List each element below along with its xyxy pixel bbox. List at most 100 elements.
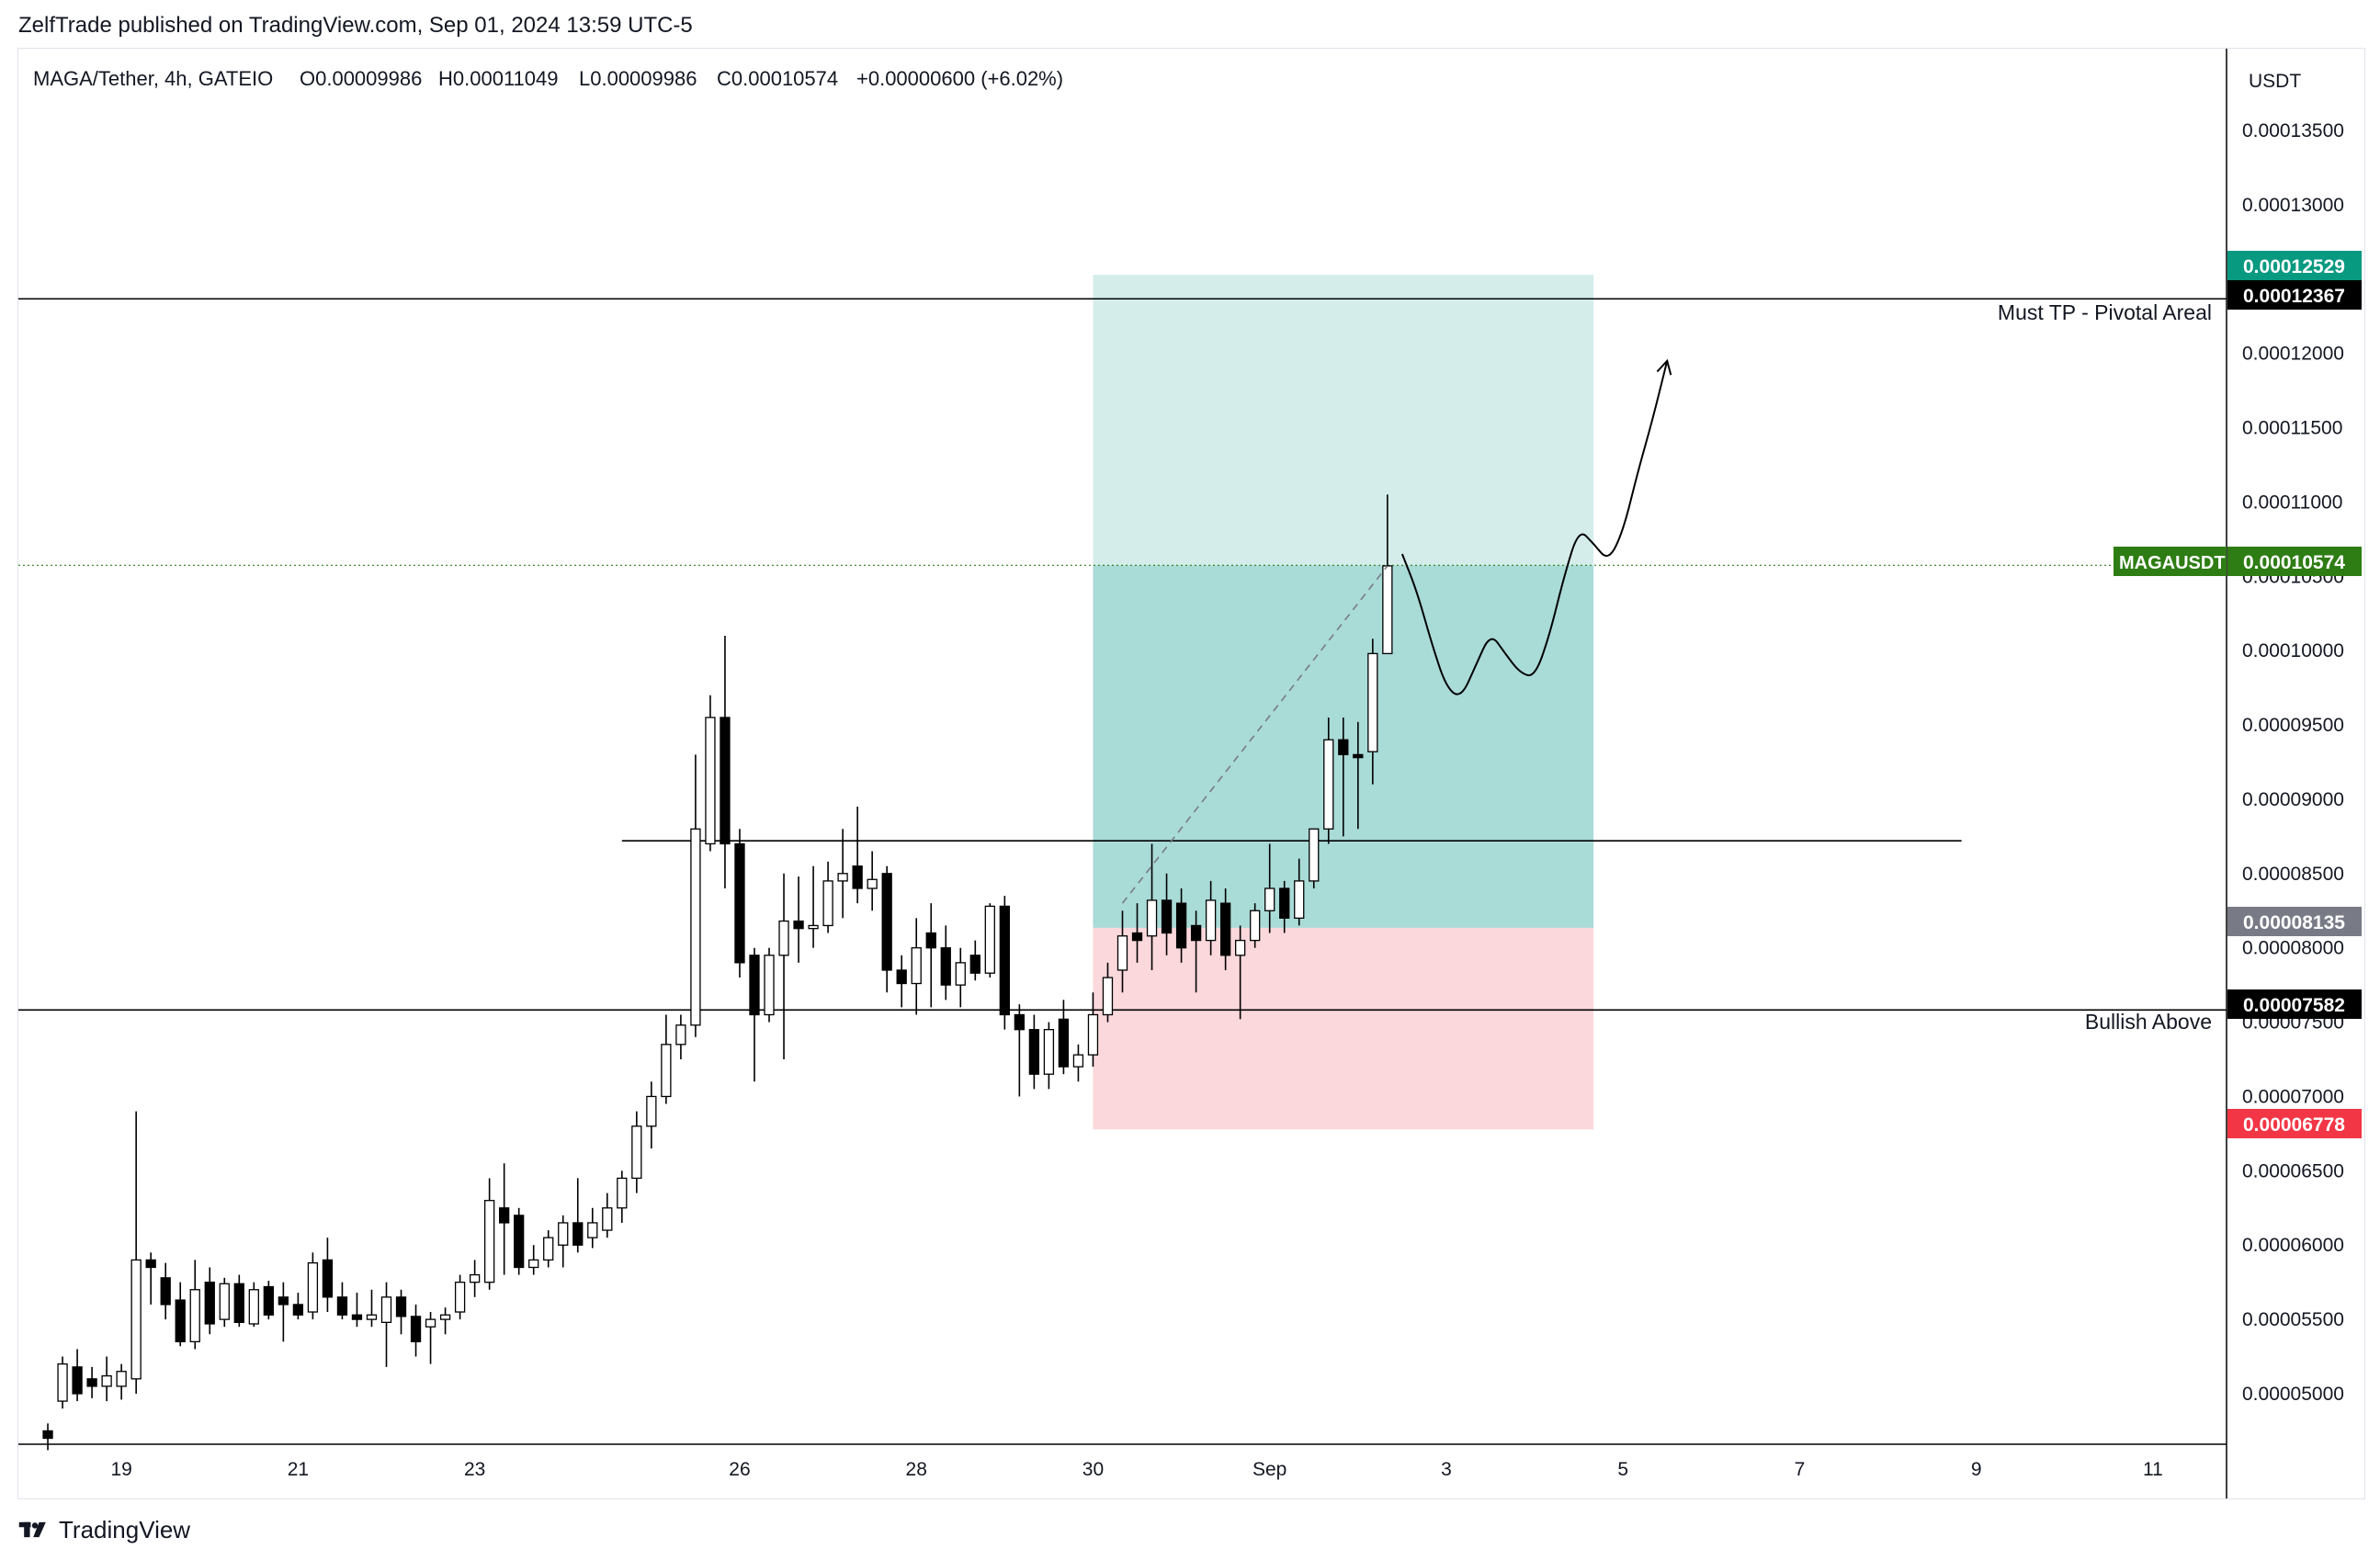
candle-body-26[interactable]	[425, 1318, 436, 1328]
candle-body-72[interactable]	[1102, 977, 1114, 1016]
loss-zone[interactable]	[1093, 927, 1594, 1130]
candle-body-61[interactable]	[940, 947, 951, 986]
candle-body-37[interactable]	[587, 1222, 598, 1238]
candle-body-50[interactable]	[778, 920, 789, 956]
legend-symbol: MAGA/Tether, 4h, GATEIO	[33, 67, 273, 90]
candle-body-79[interactable]	[1205, 899, 1217, 942]
candle-body-77[interactable]	[1175, 902, 1187, 949]
candle-body-21[interactable]	[351, 1314, 363, 1320]
candle-body-24[interactable]	[395, 1296, 407, 1317]
candle-body-68[interactable]	[1043, 1029, 1055, 1075]
candle-body-1[interactable]	[57, 1362, 68, 1402]
candle-body-12[interactable]	[219, 1283, 230, 1320]
candle-body-87[interactable]	[1323, 739, 1334, 830]
candle-body-56[interactable]	[867, 878, 878, 889]
candle-body-78[interactable]	[1190, 924, 1202, 942]
candle-body-41[interactable]	[646, 1095, 657, 1127]
candle-body-67[interactable]	[1028, 1029, 1040, 1075]
candle-body-71[interactable]	[1087, 1013, 1099, 1056]
candle-body-0[interactable]	[42, 1430, 53, 1440]
candle-body-64[interactable]	[984, 905, 995, 974]
candle-body-36[interactable]	[572, 1222, 584, 1246]
candle-body-90[interactable]	[1367, 652, 1378, 752]
candle-body-86[interactable]	[1309, 828, 1320, 882]
candle-body-20[interactable]	[336, 1296, 348, 1316]
candle-body-9[interactable]	[175, 1299, 186, 1343]
candle-body-6[interactable]	[130, 1259, 142, 1380]
candle-body-62[interactable]	[955, 962, 966, 986]
candle-body-43[interactable]	[675, 1024, 686, 1046]
candle-body-32[interactable]	[514, 1215, 525, 1269]
candle-body-83[interactable]	[1264, 887, 1275, 911]
candle-body-53[interactable]	[822, 880, 833, 927]
candle-body-44[interactable]	[690, 828, 701, 1026]
candle-body-75[interactable]	[1146, 899, 1158, 937]
candle-body-59[interactable]	[911, 947, 922, 985]
candle-body-45[interactable]	[705, 717, 716, 845]
candle-body-33[interactable]	[528, 1259, 539, 1269]
candle-body-80[interactable]	[1219, 902, 1231, 956]
candle-body-85[interactable]	[1294, 880, 1305, 919]
candle-body-28[interactable]	[454, 1282, 466, 1313]
candle-body-57[interactable]	[881, 873, 892, 971]
time-tick-10: 9	[1971, 1459, 1982, 1480]
candle-body-69[interactable]	[1058, 1018, 1070, 1068]
candle-body-23[interactable]	[380, 1296, 392, 1324]
candle-body-70[interactable]	[1072, 1054, 1084, 1068]
candle-body-2[interactable]	[72, 1366, 83, 1395]
candle-body-10[interactable]	[189, 1289, 200, 1343]
candle-body-25[interactable]	[410, 1316, 422, 1343]
candle-body-34[interactable]	[543, 1237, 554, 1261]
candle-body-54[interactable]	[837, 873, 848, 882]
candle-body-58[interactable]	[896, 969, 907, 985]
candle-body-22[interactable]	[366, 1314, 378, 1320]
candle-body-82[interactable]	[1250, 910, 1261, 942]
candle-body-46[interactable]	[720, 717, 731, 845]
candle-body-27[interactable]	[439, 1314, 451, 1320]
candle-body-14[interactable]	[248, 1289, 259, 1325]
projection-path[interactable]	[1400, 360, 1669, 695]
candle-body-84[interactable]	[1279, 887, 1290, 919]
candle-body-35[interactable]	[558, 1222, 569, 1246]
candle-body-5[interactable]	[116, 1371, 127, 1387]
candle-body-19[interactable]	[322, 1259, 334, 1298]
candle-body-38[interactable]	[602, 1207, 613, 1231]
tradingview-logo[interactable]: TradingView	[18, 1514, 190, 1545]
candle-body-11[interactable]	[204, 1282, 215, 1325]
candle-body-73[interactable]	[1116, 935, 1128, 971]
candle-body-55[interactable]	[852, 865, 863, 889]
candle-body-47[interactable]	[734, 842, 745, 964]
candle-body-74[interactable]	[1131, 932, 1143, 942]
candle-body-15[interactable]	[263, 1285, 274, 1316]
candle-body-81[interactable]	[1235, 939, 1246, 956]
candle-body-48[interactable]	[749, 955, 760, 1016]
candle-body-13[interactable]	[233, 1283, 244, 1324]
candle-body-8[interactable]	[160, 1277, 171, 1306]
candle-body-18[interactable]	[307, 1261, 319, 1313]
candle-body-40[interactable]	[631, 1125, 642, 1180]
candle-body-88[interactable]	[1338, 739, 1349, 756]
candle-body-16[interactable]	[278, 1296, 289, 1306]
candle-body-30[interactable]	[483, 1200, 495, 1283]
candle-body-29[interactable]	[469, 1273, 481, 1283]
candle-body-89[interactable]	[1353, 753, 1364, 759]
candle-body-52[interactable]	[808, 924, 819, 930]
candle-body-91[interactable]	[1382, 565, 1393, 655]
candle-body-7[interactable]	[145, 1259, 156, 1269]
candle-body-31[interactable]	[499, 1207, 510, 1224]
candle-body-51[interactable]	[793, 920, 804, 930]
candle-body-49[interactable]	[764, 955, 775, 1016]
dashed-trend-line[interactable]	[1121, 565, 1388, 904]
candle-body-76[interactable]	[1161, 899, 1173, 934]
candle-body-3[interactable]	[86, 1378, 97, 1387]
candle-body-60[interactable]	[925, 932, 936, 949]
candle-body-42[interactable]	[661, 1044, 672, 1098]
candle-body-65[interactable]	[999, 905, 1010, 1016]
currency-label[interactable]: USDT	[2249, 71, 2301, 92]
candle-body-63[interactable]	[969, 955, 980, 974]
candle-body-17[interactable]	[292, 1304, 304, 1316]
candle-body-4[interactable]	[101, 1374, 112, 1387]
candle-body-39[interactable]	[617, 1177, 628, 1209]
candle-body-66[interactable]	[1014, 1013, 1026, 1031]
